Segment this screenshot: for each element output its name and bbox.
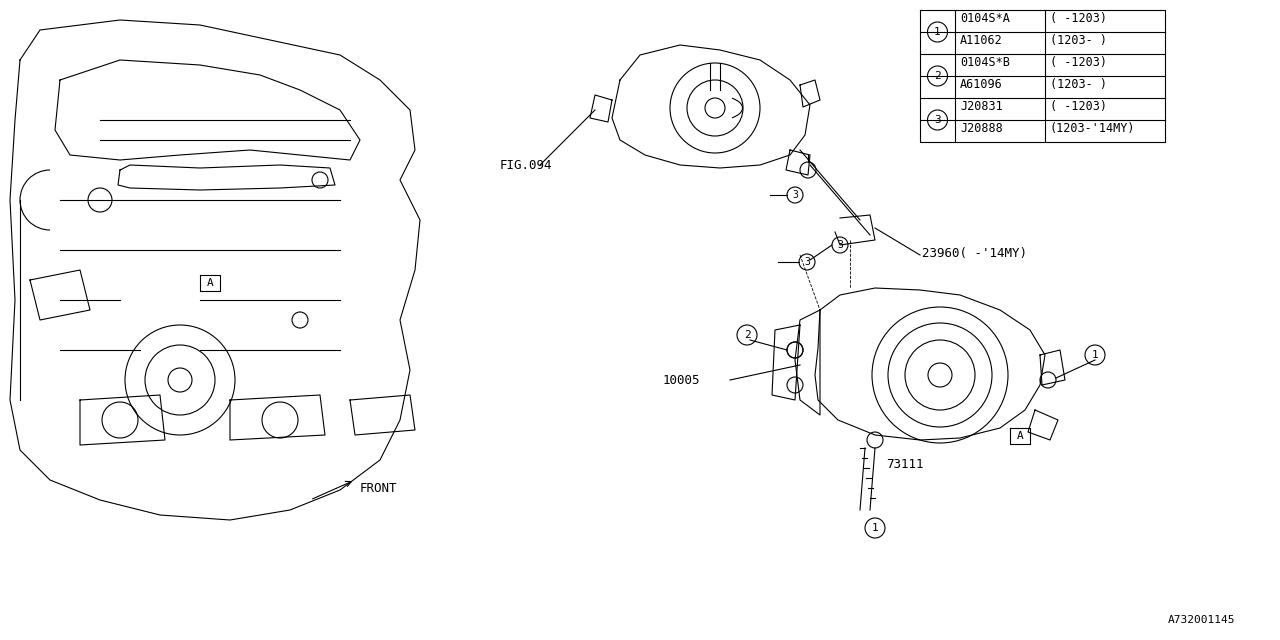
Text: (1203- ): (1203- ) <box>1050 78 1107 91</box>
Text: A732001145: A732001145 <box>1167 615 1235 625</box>
Text: 1: 1 <box>934 27 941 37</box>
Text: A11062: A11062 <box>960 34 1002 47</box>
Text: ( -1203): ( -1203) <box>1050 12 1107 25</box>
Text: 1: 1 <box>1092 350 1098 360</box>
Text: 2: 2 <box>744 330 750 340</box>
Text: FIG.094: FIG.094 <box>500 159 553 172</box>
Text: J20888: J20888 <box>960 122 1002 135</box>
Text: 0104S*A: 0104S*A <box>960 12 1010 25</box>
Text: 3: 3 <box>934 115 941 125</box>
Text: (1203- ): (1203- ) <box>1050 34 1107 47</box>
Text: 0104S*B: 0104S*B <box>960 56 1010 69</box>
Text: 3: 3 <box>792 190 797 200</box>
Text: 73111: 73111 <box>886 458 924 472</box>
Text: A: A <box>1016 431 1024 441</box>
Text: 23960( -'14MY): 23960( -'14MY) <box>922 246 1027 259</box>
Text: (1203-'14MY): (1203-'14MY) <box>1050 122 1135 135</box>
Text: 1: 1 <box>872 523 878 533</box>
Text: ( -1203): ( -1203) <box>1050 100 1107 113</box>
Text: J20831: J20831 <box>960 100 1002 113</box>
Text: ( -1203): ( -1203) <box>1050 56 1107 69</box>
Text: 2: 2 <box>934 71 941 81</box>
Text: 3: 3 <box>837 240 844 250</box>
Text: FRONT: FRONT <box>360 481 398 495</box>
Text: A61096: A61096 <box>960 78 1002 91</box>
Text: A: A <box>206 278 214 288</box>
Text: 10005: 10005 <box>663 374 700 387</box>
Text: 3: 3 <box>804 257 810 267</box>
